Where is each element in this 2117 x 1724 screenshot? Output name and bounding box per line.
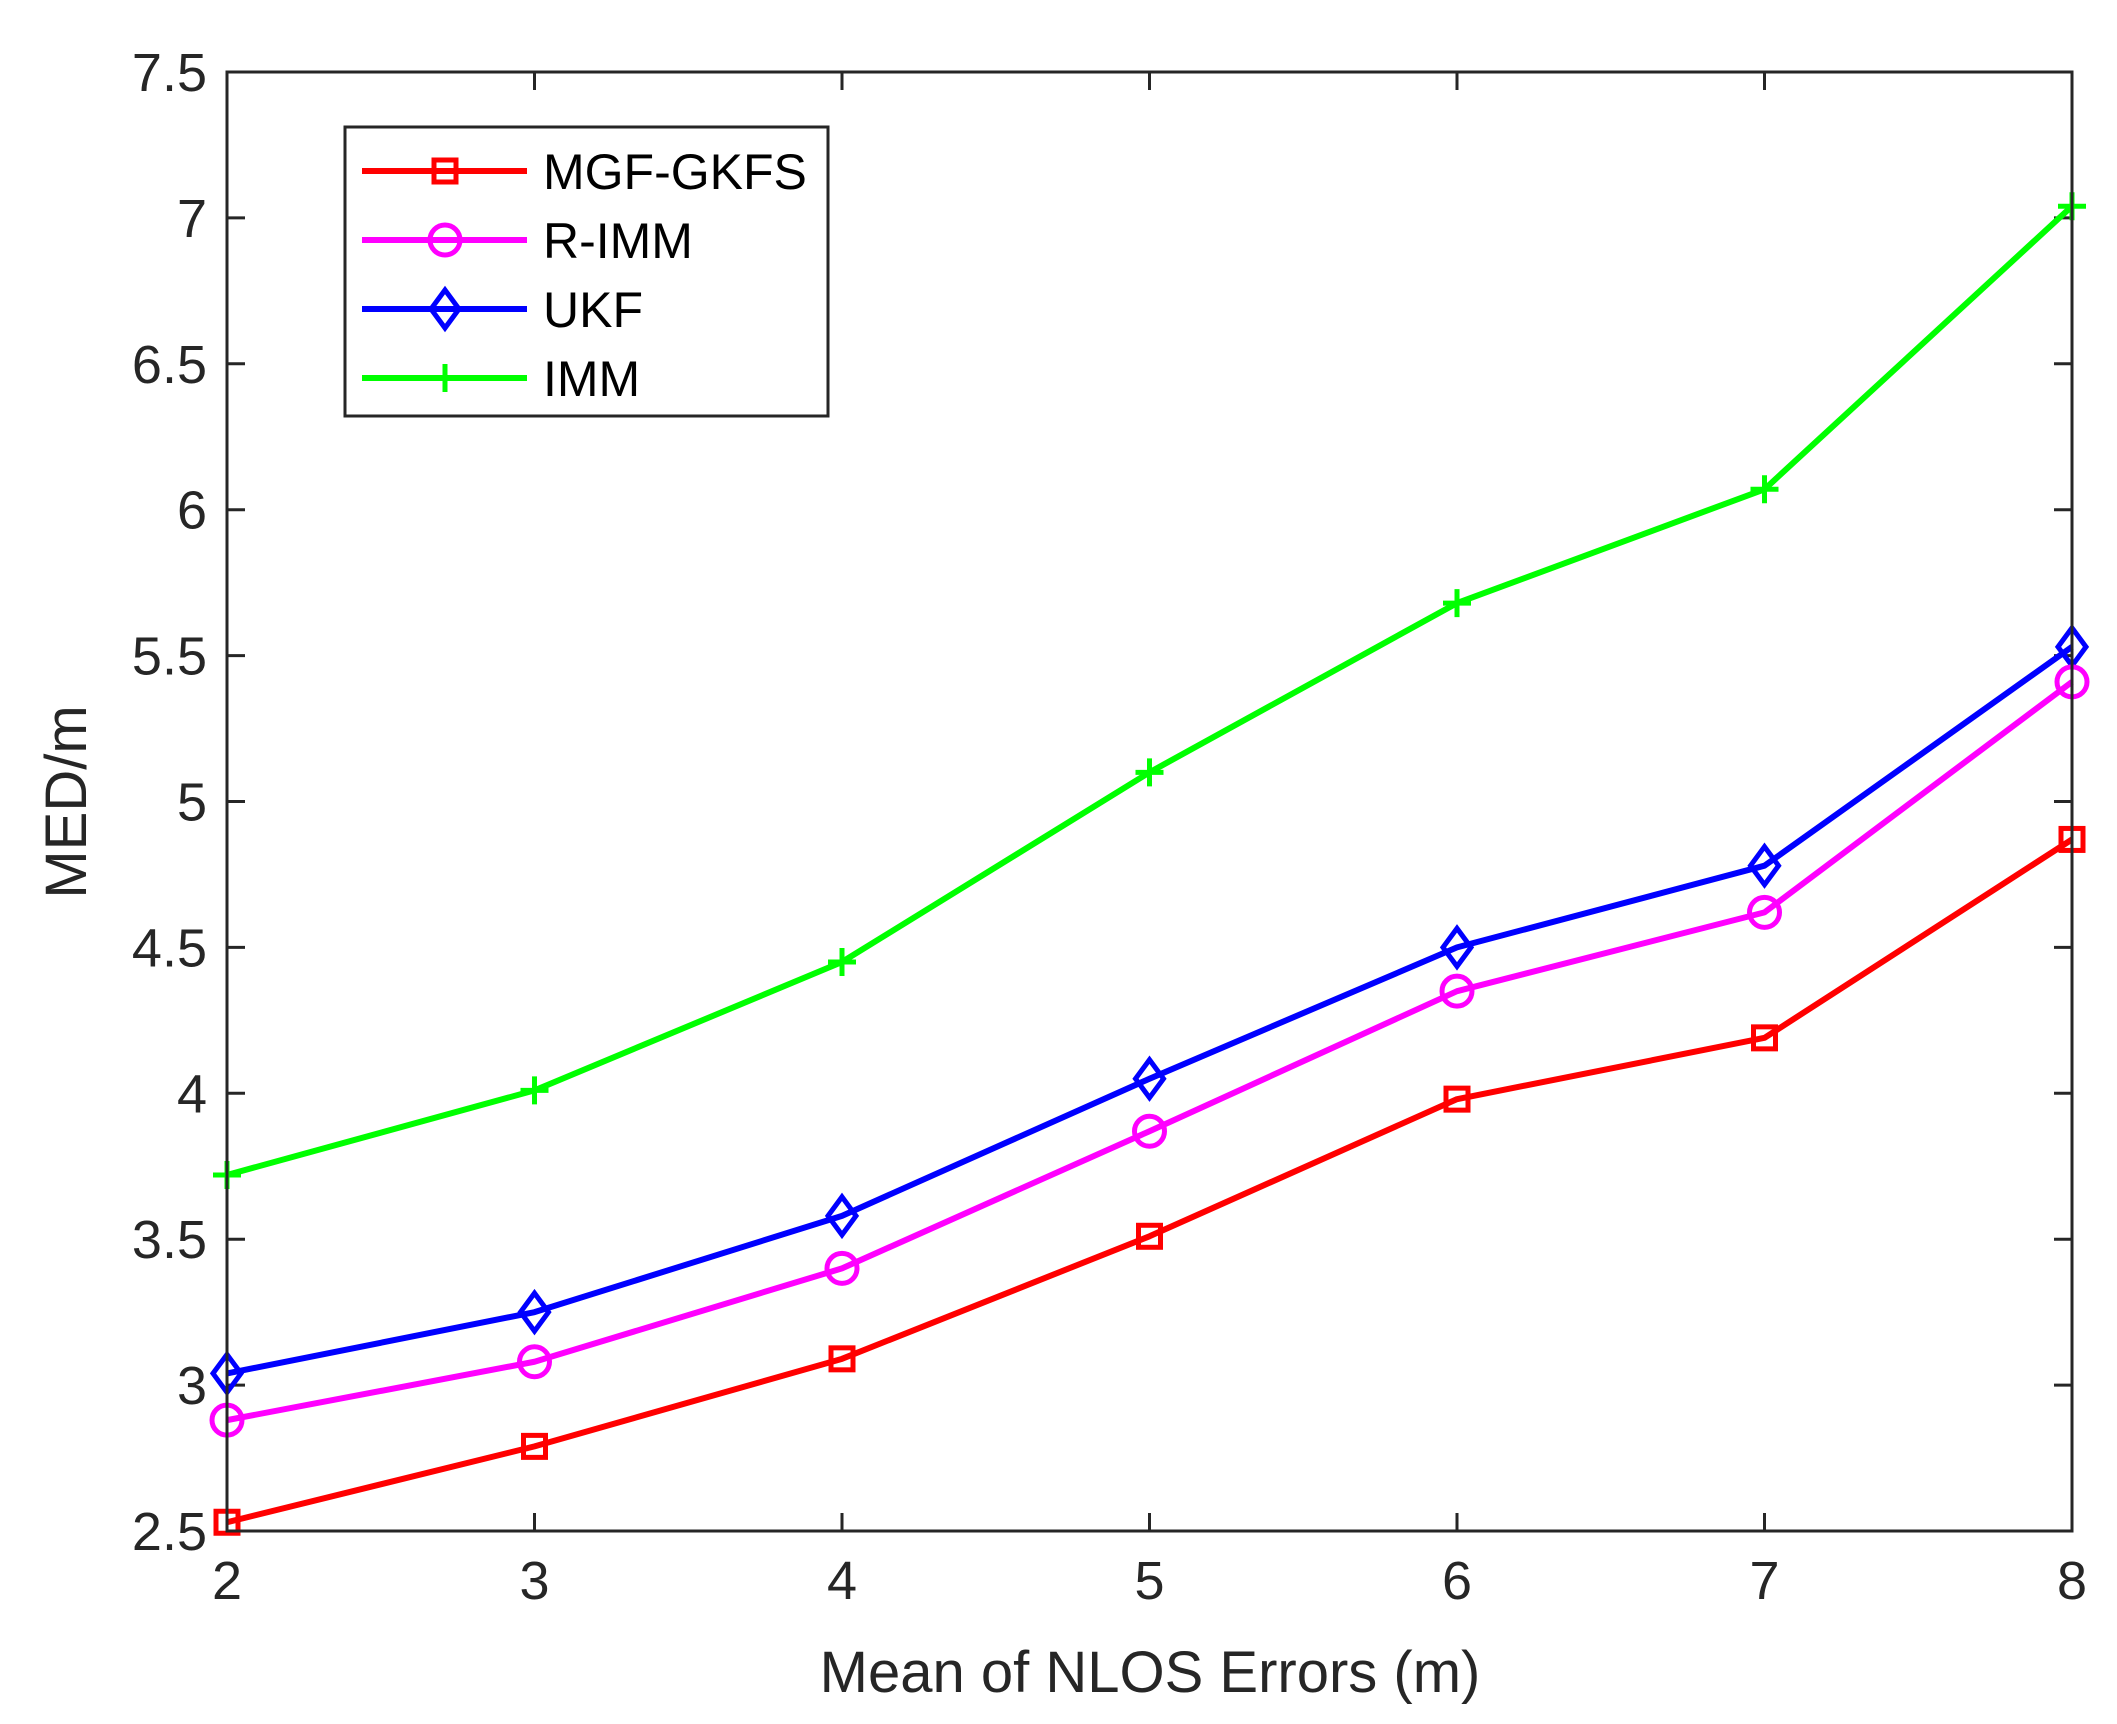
y-tick-label: 7 <box>177 189 207 249</box>
data-point-circle <box>517 1344 552 1380</box>
y-tick-label: 6 <box>177 481 207 541</box>
y-tick-label: 3 <box>177 1356 207 1416</box>
y-tick-label: 6.5 <box>132 335 207 395</box>
y-tick-label: 4.5 <box>132 918 207 978</box>
legend-marker-plus <box>431 364 459 392</box>
x-tick-label: 6 <box>1442 1551 1472 1611</box>
x-axis-title: Mean of NLOS Errors (m) <box>820 1640 1481 1705</box>
legend-label: R-IMM <box>543 213 693 269</box>
legend-entry: UKF <box>362 282 643 338</box>
y-tick-label: 4 <box>177 1064 207 1124</box>
x-tick-label: 8 <box>2057 1551 2087 1611</box>
legend-label: IMM <box>543 351 640 407</box>
data-point-square <box>1751 1024 1778 1052</box>
data-point-diamond <box>1747 842 1782 889</box>
legend-entry: R-IMM <box>362 213 693 269</box>
series-line <box>226 644 2074 1377</box>
legend-label: MGF-GKFS <box>543 144 807 200</box>
series-line <box>226 836 2074 1526</box>
data-point-circle <box>1132 1113 1167 1149</box>
y-tick-label: 7.5 <box>132 43 207 103</box>
legend-entry: MGF-GKFS <box>362 144 807 200</box>
data-point-circle <box>824 1250 860 1286</box>
data-point-plus <box>1443 589 1471 618</box>
y-tick-label: 3.5 <box>132 1210 207 1270</box>
data-point-plus <box>520 1076 549 1105</box>
legend-marker-circle <box>427 222 463 258</box>
x-tick-label: 2 <box>212 1551 242 1611</box>
legend: MGF-GKFS R-IMM UKF IMM <box>343 125 830 418</box>
y-axis-title: MED/m <box>34 705 99 898</box>
x-tick-label: 3 <box>519 1551 549 1611</box>
legend-entry: IMM <box>362 351 640 407</box>
data-point-diamond <box>517 1288 552 1336</box>
series-line <box>226 679 2074 1424</box>
data-point-diamond <box>824 1192 860 1240</box>
data-point-diamond <box>1132 1055 1167 1102</box>
data-point-plus <box>1135 758 1164 787</box>
legend-label: UKF <box>543 282 643 338</box>
series-ukf <box>209 623 2090 1397</box>
data-point-square <box>521 1432 548 1460</box>
data-point-circle <box>1747 894 1782 930</box>
data-point-plus <box>828 947 856 976</box>
x-tick-label: 4 <box>827 1551 857 1611</box>
legend-marker-diamond <box>427 285 463 333</box>
series-mgf-gkfs <box>213 825 2086 1536</box>
data-point-diamond <box>1439 924 1475 971</box>
y-tick-label: 5 <box>177 773 207 833</box>
plot-frame <box>225 70 2074 1533</box>
data-point-plus <box>1750 475 1779 504</box>
data-point-square <box>828 1345 856 1373</box>
legend-box <box>343 125 830 418</box>
y-tick-label: 5.5 <box>132 627 207 687</box>
x-tick-label: 7 <box>1749 1551 1779 1611</box>
legend-marker-square <box>431 157 459 185</box>
data-point-square <box>1136 1222 1163 1250</box>
data-point-circle <box>1439 973 1475 1009</box>
x-tick-label: 5 <box>1134 1551 1164 1611</box>
data-point-square <box>1443 1085 1471 1113</box>
y-tick-label: 2.5 <box>132 1502 207 1562</box>
